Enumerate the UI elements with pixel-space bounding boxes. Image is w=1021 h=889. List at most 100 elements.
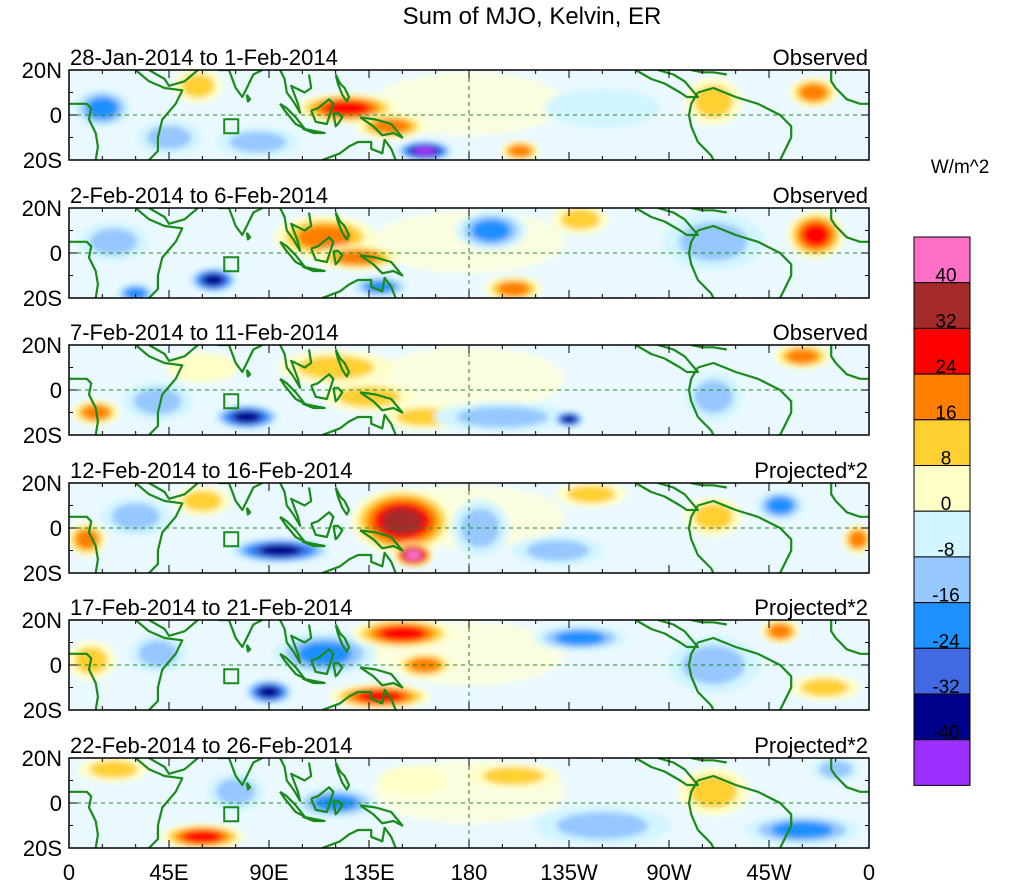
anomaly-contour: [693, 503, 734, 531]
x-tick-label: 135W: [540, 860, 598, 885]
coastline: [830, 70, 869, 105]
coastline: [830, 483, 869, 518]
coastline: [635, 483, 700, 512]
coastline: [69, 790, 100, 848]
anomaly-contour: [111, 503, 160, 531]
coastline: [279, 620, 313, 664]
anomaly-contour: [556, 812, 649, 839]
coastline: [690, 208, 727, 214]
coastline: [134, 70, 184, 160]
coastline: [69, 102, 100, 160]
region-box: [223, 393, 240, 410]
panel-status: Observed: [773, 183, 868, 208]
panel-date-range: 28-Jan-2014 to 1-Feb-2014: [70, 45, 338, 70]
coastline: [334, 349, 351, 378]
colorbar-label: 16: [935, 403, 956, 424]
coastline: [690, 70, 727, 76]
region-box: [223, 668, 240, 685]
anomaly-field: [69, 483, 869, 568]
region-box: [223, 256, 240, 273]
y-tick-label: 20S: [23, 561, 62, 586]
coastline: [697, 86, 793, 160]
x-tick-label: 45W: [746, 860, 791, 885]
coastline: [321, 413, 397, 435]
anomaly-contour: [381, 507, 424, 535]
coastline: [134, 483, 184, 573]
panel-date-range: 12-Feb-2014 to 16-Feb-2014: [70, 458, 353, 483]
coastline: [310, 98, 335, 126]
anomaly-contour: [560, 208, 600, 230]
anomaly-contour: [202, 274, 224, 286]
coastline: [830, 758, 869, 793]
coastline: [697, 361, 793, 435]
coastline: [359, 529, 404, 552]
coastline: [148, 345, 199, 362]
anomaly-contour: [526, 540, 590, 561]
anomaly-contour: [232, 411, 261, 423]
coastline: [301, 402, 326, 410]
colorbar-swatch: [913, 282, 971, 329]
region-box: [223, 118, 240, 135]
coastline: [687, 779, 715, 848]
colorbar-units: W/m^2: [931, 157, 990, 178]
panel-date-range: 17-Feb-2014 to 21-Feb-2014: [70, 595, 353, 620]
panel-status: Observed: [773, 320, 868, 345]
coastline: [687, 504, 715, 573]
coastline: [69, 377, 100, 435]
coastline: [635, 70, 700, 99]
coastline: [321, 551, 397, 573]
y-tick-label: 0: [50, 241, 62, 266]
anomaly-contour: [693, 85, 734, 118]
y-tick-label: 20N: [22, 196, 62, 221]
coastline: [69, 240, 100, 298]
coastline: [148, 483, 199, 500]
coastline: [687, 91, 715, 160]
y-tick-label: 20S: [23, 836, 62, 861]
coastline: [310, 648, 335, 676]
y-tick-label: 20N: [22, 471, 62, 496]
coastline: [279, 208, 313, 252]
coastline: [334, 212, 351, 241]
panel-5: 20N 0 20S 17-Feb-2014 to 21-Feb-2014 Project…: [22, 595, 870, 723]
coastline: [245, 94, 252, 103]
coastline: [279, 758, 313, 802]
y-tick-label: 20S: [23, 698, 62, 723]
coastline: [69, 515, 100, 573]
coastline: [334, 487, 351, 516]
coastline: [301, 815, 326, 823]
coastline: [334, 624, 351, 653]
anomaly-contour: [167, 352, 238, 383]
anomaly-contour: [182, 490, 222, 512]
panel-1: 20N 0 20S 28-Jan-2014 to 1-Feb-2014 Observed: [22, 45, 870, 173]
coastline: [321, 688, 397, 710]
panel-4: 20N 0 20S 12-Feb-2014 to 16-Feb-2014 Project…: [22, 458, 870, 586]
anomaly-contour: [800, 84, 827, 101]
colorbar-label: -32: [932, 677, 959, 698]
coastline: [148, 70, 199, 87]
coastlines: [69, 70, 869, 160]
anomaly-contour: [413, 146, 436, 156]
coastline: [697, 499, 793, 573]
anomaly-contour: [297, 355, 375, 380]
coastline: [332, 661, 344, 678]
coastline: [690, 345, 727, 351]
coastline: [697, 774, 793, 848]
anomaly-contour: [766, 497, 794, 514]
coastlines: [69, 208, 869, 298]
region-box: [223, 806, 240, 823]
x-tick-label: 0: [63, 860, 75, 885]
coastline: [310, 373, 335, 401]
coastline: [301, 127, 326, 135]
panel-status: Observed: [773, 45, 868, 70]
coastline: [830, 620, 869, 655]
coastline: [134, 208, 184, 298]
anomaly-contour: [472, 219, 511, 242]
coastline: [635, 208, 700, 237]
coastline: [279, 483, 313, 527]
panel-3: 20N 0 20S 7-Feb-2014 to 11-Feb-2014 Observed: [22, 320, 870, 448]
coastline: [687, 229, 715, 298]
coastlines: [69, 758, 869, 848]
anomaly-contour: [482, 767, 545, 785]
coastline: [687, 366, 715, 435]
anomaly-contour: [89, 228, 138, 256]
